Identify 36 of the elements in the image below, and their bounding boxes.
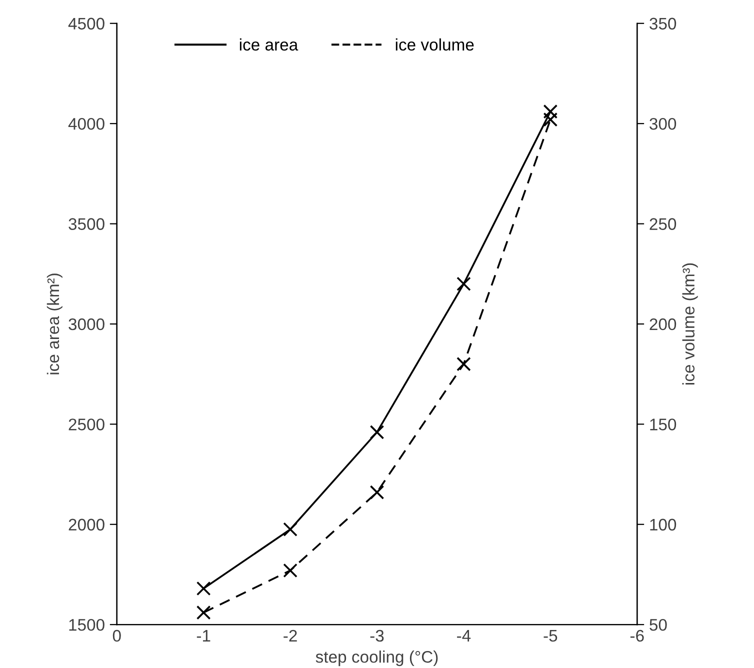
legend-label: ice volume [396,38,474,51]
point [370,425,384,440]
point [456,356,471,372]
y2-tick-label: 350 [650,18,676,30]
y2-tick-label: 250 [650,218,676,230]
x-tick-label: -4 [457,630,471,642]
y-tick-label: 3500 [68,218,104,230]
point [543,112,558,127]
point [283,563,298,578]
point [196,581,211,596]
x-tick-label: -3 [370,630,384,642]
x-tick-label: 0 [112,630,121,642]
y2-tick-label: 150 [650,418,676,430]
y-tick-label: 3000 [68,318,104,330]
y2-tick-label: 100 [650,518,676,531]
y-tick-label: 4500 [68,18,104,30]
point [196,605,211,620]
y2-axis-title: ice volume (km³) [682,263,698,384]
point [370,485,384,500]
y-axis-title: ice area (km²) [46,274,62,374]
y2-tick-label: 200 [650,318,676,330]
x-tick-label: -5 [544,630,558,642]
x-tick-label: -2 [284,630,297,642]
y-tick-label: 2000 [68,518,104,531]
point [283,522,298,537]
legend-label: ice area [240,38,298,51]
y-tick-label: 2500 [68,418,104,430]
y-tick-label: 1500 [69,618,104,631]
y2-tick-label: 300 [650,118,676,130]
x-tick-label: -6 [630,630,644,642]
point [543,104,558,119]
y2-tick-label: 50 [650,618,667,631]
x-tick-label: -1 [196,630,210,642]
point [456,276,471,292]
y-tick-label: 4000 [68,118,104,130]
x-axis-title: step cooling (°C) [316,650,438,666]
